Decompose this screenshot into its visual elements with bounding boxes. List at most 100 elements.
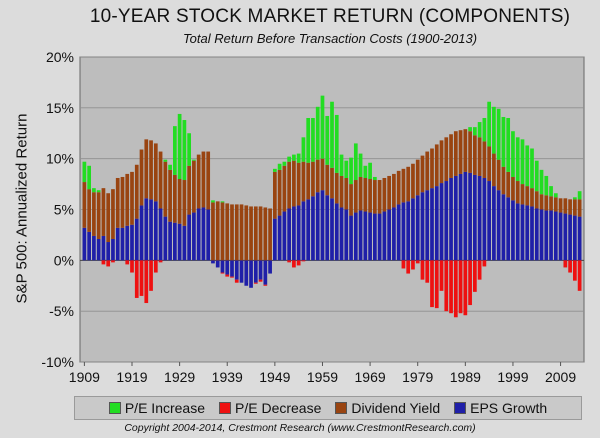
bar-dividend-yield bbox=[158, 151, 163, 209]
bar-dividend-yield bbox=[373, 180, 377, 214]
bar-pe-increase bbox=[211, 200, 215, 203]
legend-item-pe-increase: P/E Increase bbox=[108, 400, 205, 416]
bar-dividend-yield bbox=[563, 198, 568, 214]
bar-dividend-yield bbox=[549, 196, 553, 211]
bar-eps-growth bbox=[368, 212, 372, 261]
bar-dividend-yield bbox=[392, 173, 396, 208]
bar-eps-growth bbox=[477, 175, 482, 261]
bar-dividend-yield bbox=[92, 192, 96, 236]
bar-dividend-yield bbox=[530, 188, 534, 207]
bar-dividend-yield bbox=[349, 184, 353, 216]
bar-pe-decrease bbox=[296, 260, 301, 266]
bar-pe-decrease bbox=[149, 260, 153, 291]
bar-pe-increase bbox=[539, 169, 544, 195]
bar-pe-decrease bbox=[139, 260, 144, 296]
bar-eps-growth bbox=[349, 215, 353, 261]
y-tick-label: 5% bbox=[54, 202, 74, 218]
bar-dividend-yield bbox=[458, 130, 463, 174]
bar-dividend-yield bbox=[420, 155, 425, 193]
bar-dividend-yield bbox=[82, 182, 87, 228]
bar-dividend-yield bbox=[263, 207, 268, 261]
bar-eps-growth bbox=[549, 210, 553, 261]
bar-pe-increase bbox=[163, 159, 168, 162]
bar-pe-increase bbox=[482, 118, 487, 142]
legend-label-dividend-yield: Dividend Yield bbox=[351, 400, 441, 416]
y-tick-label: 10% bbox=[46, 151, 74, 167]
bar-dividend-yield bbox=[496, 159, 501, 191]
bar-dividend-yield bbox=[239, 204, 244, 261]
bar-eps-growth bbox=[325, 195, 330, 261]
bar-eps-growth bbox=[449, 177, 453, 261]
bar-eps-growth bbox=[220, 260, 225, 273]
bar-dividend-yield bbox=[430, 148, 434, 189]
bar-pe-increase bbox=[192, 159, 196, 161]
bar-eps-growth bbox=[177, 223, 182, 261]
bar-eps-growth bbox=[201, 207, 206, 261]
bar-dividend-yield bbox=[434, 144, 439, 187]
bar-dividend-yield bbox=[244, 205, 249, 261]
bar-eps-growth bbox=[544, 210, 549, 261]
bar-dividend-yield bbox=[411, 163, 415, 199]
bar-dividend-yield bbox=[215, 201, 220, 261]
bar-eps-growth bbox=[268, 260, 272, 274]
bar-dividend-yield bbox=[382, 177, 387, 212]
bar-pe-decrease bbox=[449, 260, 453, 314]
bar-pe-increase bbox=[501, 116, 506, 167]
bar-eps-growth bbox=[539, 209, 544, 261]
bar-pe-decrease bbox=[134, 260, 139, 298]
bar-pe-increase bbox=[515, 137, 520, 182]
bar-eps-growth bbox=[430, 188, 434, 261]
bar-dividend-yield bbox=[487, 146, 491, 182]
bar-eps-growth bbox=[453, 175, 458, 261]
bar-eps-growth bbox=[87, 231, 91, 261]
bar-pe-decrease bbox=[253, 282, 258, 284]
bar-dividend-yield bbox=[444, 137, 449, 182]
bar-eps-growth bbox=[363, 211, 368, 261]
bar-dividend-yield bbox=[168, 169, 172, 222]
bar-pe-increase bbox=[577, 191, 582, 200]
bar-eps-growth bbox=[458, 173, 463, 261]
bar-pe-decrease bbox=[111, 260, 115, 263]
bar-eps-growth bbox=[215, 260, 220, 268]
bar-dividend-yield bbox=[511, 176, 515, 201]
chart-title: 10-YEAR STOCK MARKET RETURN (COMPONENTS) bbox=[89, 6, 571, 27]
bar-pe-decrease bbox=[444, 260, 449, 312]
bar-pe-increase bbox=[282, 161, 287, 166]
bar-pe-decrease bbox=[425, 260, 430, 283]
bar-dividend-yield bbox=[473, 135, 477, 175]
bar-pe-increase bbox=[339, 154, 344, 176]
bar-pe-decrease bbox=[477, 260, 482, 280]
bar-pe-decrease bbox=[468, 260, 472, 306]
bar-eps-growth bbox=[415, 195, 420, 261]
bar-dividend-yield bbox=[196, 154, 201, 209]
bar-pe-increase bbox=[292, 154, 296, 161]
bar-eps-growth bbox=[392, 207, 396, 261]
legend-swatch-dividend-yield bbox=[335, 402, 348, 414]
legend-swatch-pe-decrease bbox=[219, 402, 231, 414]
bar-dividend-yield bbox=[377, 180, 382, 214]
bar-pe-decrease bbox=[577, 260, 582, 291]
bar-pe-increase bbox=[530, 148, 534, 189]
bar-pe-increase bbox=[92, 188, 96, 193]
bar-pe-increase bbox=[511, 131, 515, 177]
bar-eps-growth bbox=[92, 235, 96, 261]
bar-dividend-yield bbox=[406, 166, 411, 202]
bar-eps-growth bbox=[558, 212, 563, 261]
x-tick-label: 1919 bbox=[116, 369, 147, 385]
bar-dividend-yield bbox=[268, 208, 272, 261]
bar-eps-growth bbox=[239, 260, 244, 283]
bar-eps-growth bbox=[492, 186, 496, 261]
bar-dividend-yield bbox=[234, 204, 239, 261]
bar-dividend-yield bbox=[258, 206, 263, 261]
bar-pe-increase bbox=[273, 168, 277, 172]
x-tick-label: 1939 bbox=[212, 369, 243, 385]
bar-dividend-yield bbox=[87, 189, 91, 232]
bar-dividend-yield bbox=[96, 192, 101, 239]
bar-eps-growth bbox=[525, 205, 530, 261]
bar-eps-growth bbox=[96, 238, 101, 261]
bar-pe-decrease bbox=[411, 260, 415, 270]
bar-eps-growth bbox=[411, 198, 415, 261]
bar-eps-growth bbox=[334, 203, 339, 261]
bar-dividend-yield bbox=[177, 179, 182, 224]
